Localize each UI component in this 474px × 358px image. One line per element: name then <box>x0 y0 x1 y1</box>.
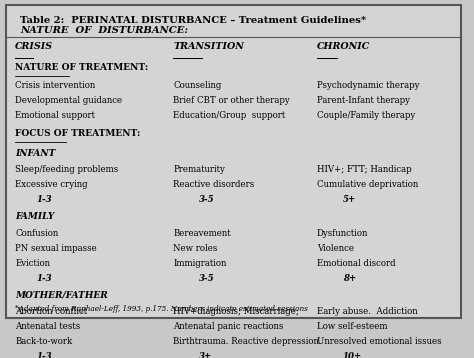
Text: 3+: 3+ <box>199 352 212 358</box>
Text: Low self-esteem: Low self-esteem <box>317 322 388 331</box>
Text: Excessive crying: Excessive crying <box>15 180 88 189</box>
Text: INFANT: INFANT <box>15 149 55 158</box>
Text: *Adapted from Raphael-Leff, 1993, p.175. Numbers indicate estimated sessions: *Adapted from Raphael-Leff, 1993, p.175.… <box>15 305 308 313</box>
Text: Violence: Violence <box>317 243 354 252</box>
Text: Sleep/feeding problems: Sleep/feeding problems <box>15 165 118 174</box>
Text: 1-3: 1-3 <box>36 195 52 204</box>
Text: Eviction: Eviction <box>15 258 50 267</box>
Text: Psychodynamic therapy: Psychodynamic therapy <box>317 81 419 90</box>
Text: 1-3: 1-3 <box>36 274 52 282</box>
Text: MOTHER/FATHER: MOTHER/FATHER <box>15 290 108 299</box>
Text: Antenatal panic reactions: Antenatal panic reactions <box>173 322 283 331</box>
Text: HIV+; FTT; Handicap: HIV+; FTT; Handicap <box>317 165 411 174</box>
Text: Couple/Family therapy: Couple/Family therapy <box>317 111 415 120</box>
Text: Prematurity: Prematurity <box>173 165 225 174</box>
Text: 3-5: 3-5 <box>199 274 214 282</box>
Text: HIV+diagnosis; Miscarriage;: HIV+diagnosis; Miscarriage; <box>173 307 299 316</box>
Text: NATURE  OF  DISTURBANCE:: NATURE OF DISTURBANCE: <box>20 26 188 35</box>
Text: Bereavement: Bereavement <box>173 228 231 238</box>
Text: Parent-Infant therapy: Parent-Infant therapy <box>317 96 410 105</box>
Text: Abortion conflict: Abortion conflict <box>15 307 87 316</box>
Text: Emotional discord: Emotional discord <box>317 258 396 267</box>
Text: Early abuse.  Addiction: Early abuse. Addiction <box>317 307 418 316</box>
Text: 10+: 10+ <box>343 352 362 358</box>
Text: CHRONIC: CHRONIC <box>317 42 370 51</box>
Text: Education/Group  support: Education/Group support <box>173 111 285 120</box>
Text: FOCUS OF TREATMENT:: FOCUS OF TREATMENT: <box>15 129 141 138</box>
Text: Crisis intervention: Crisis intervention <box>15 81 96 90</box>
Text: Reactive disorders: Reactive disorders <box>173 180 255 189</box>
Text: Emotional support: Emotional support <box>15 111 95 120</box>
Text: Back-to-work: Back-to-work <box>15 337 73 346</box>
Text: Developmental guidance: Developmental guidance <box>15 96 122 105</box>
Text: Cumulative deprivation: Cumulative deprivation <box>317 180 418 189</box>
Text: Birthtrauma. Reactive depression: Birthtrauma. Reactive depression <box>173 337 319 346</box>
FancyBboxPatch shape <box>6 5 461 318</box>
Text: Dysfunction: Dysfunction <box>317 228 368 238</box>
Text: 8+: 8+ <box>343 274 356 282</box>
Text: 1-3: 1-3 <box>36 352 52 358</box>
Text: FAMILY: FAMILY <box>15 212 55 221</box>
Text: Unresolved emotional issues: Unresolved emotional issues <box>317 337 442 346</box>
Text: New roles: New roles <box>173 243 218 252</box>
Text: TRANSITION: TRANSITION <box>173 42 244 51</box>
Text: Antenatal tests: Antenatal tests <box>15 322 81 331</box>
Text: PN sexual impasse: PN sexual impasse <box>15 243 97 252</box>
Text: NATURE OF TREATMENT:: NATURE OF TREATMENT: <box>15 63 148 72</box>
Text: 3-5: 3-5 <box>199 195 214 204</box>
Text: Table 2:  PERINATAL DISTURBANCE – Treatment Guidelines*: Table 2: PERINATAL DISTURBANCE – Treatme… <box>20 16 366 25</box>
Text: Brief CBT or other therapy: Brief CBT or other therapy <box>173 96 290 105</box>
Text: CRISIS: CRISIS <box>15 42 54 51</box>
Text: Immigration: Immigration <box>173 258 227 267</box>
Text: Counseling: Counseling <box>173 81 221 90</box>
Text: 5+: 5+ <box>343 195 356 204</box>
Text: Confusion: Confusion <box>15 228 59 238</box>
